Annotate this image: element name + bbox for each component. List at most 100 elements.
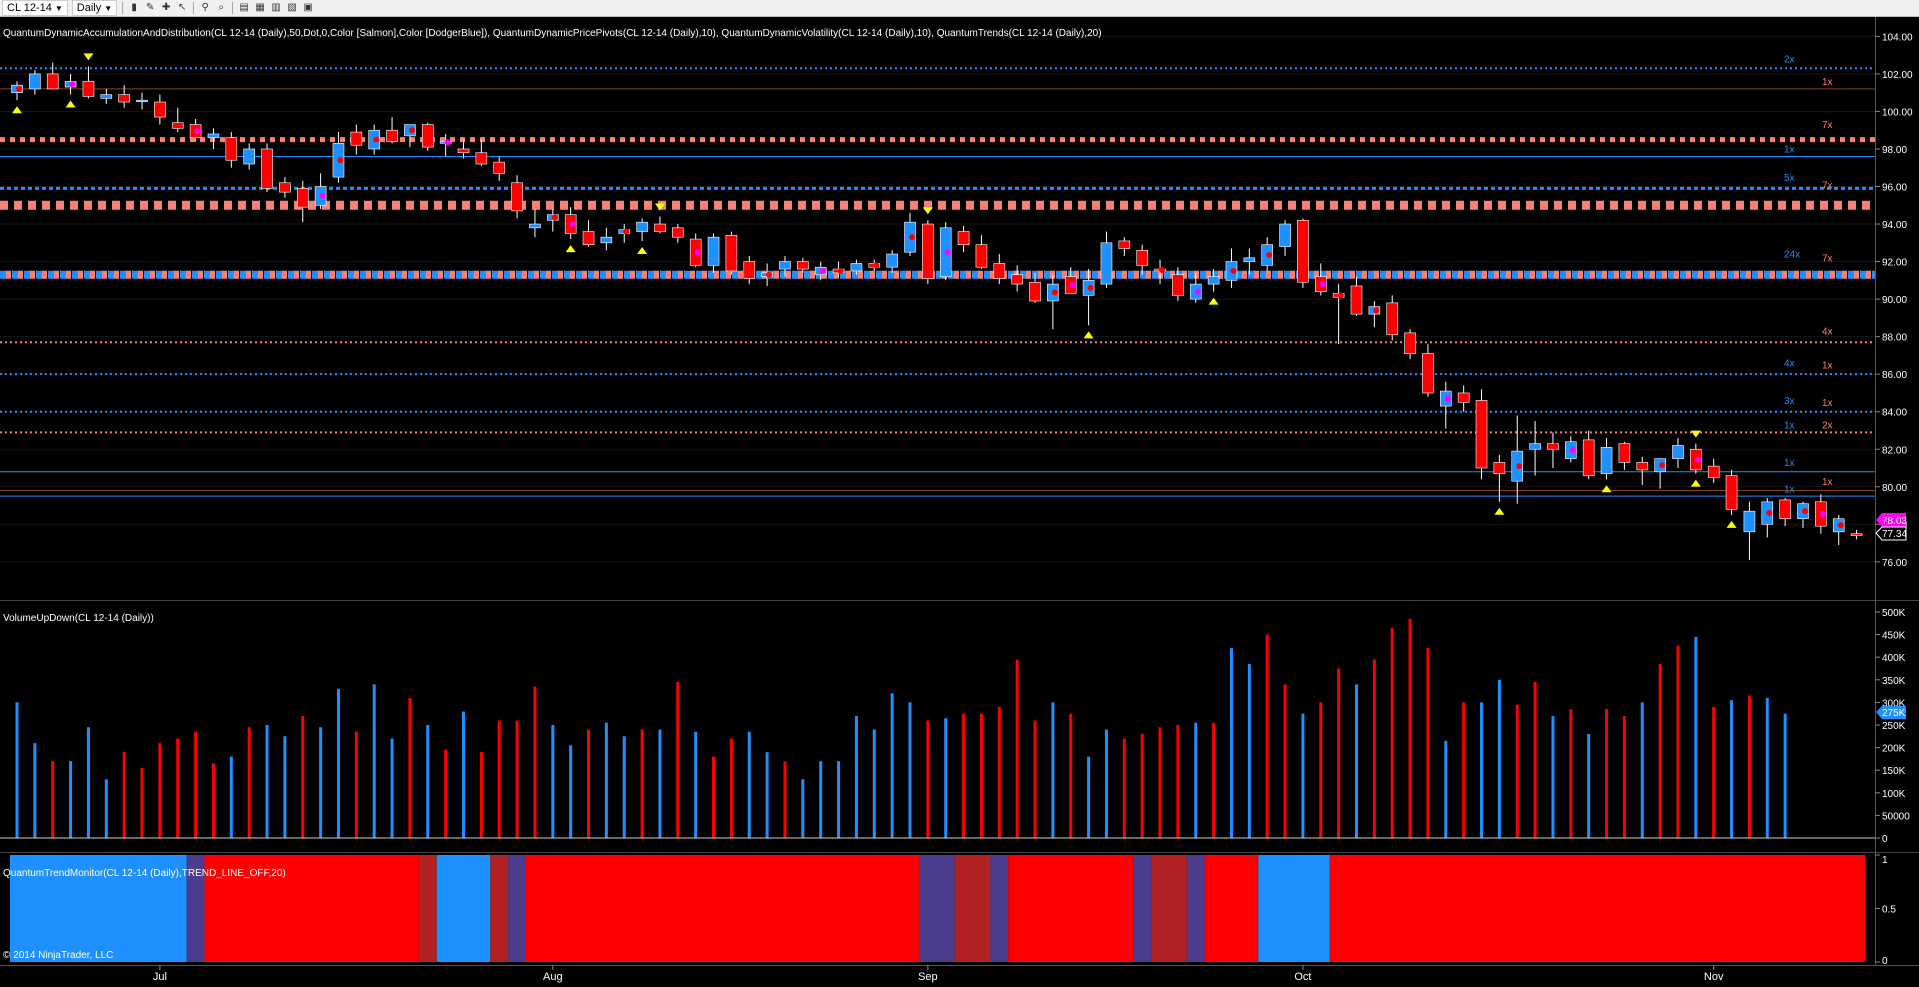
price-level-label: 24x: [1784, 250, 1800, 261]
trend-segment: [418, 855, 437, 962]
candle-body: [1779, 499, 1791, 519]
instrument-selector[interactable]: CL 12-14 ▼: [2, 0, 68, 16]
price-tick-label: 82.00: [1882, 445, 1907, 456]
volume-tick-label: 250K: [1882, 721, 1906, 732]
price-axis: 104.00 102.00 100.00 98.00 96.00 94.00 92.00 90…: [1875, 32, 1913, 569]
volatility-dot: [1123, 241, 1130, 248]
bar-chart-icon[interactable]: ▮: [131, 2, 137, 13]
candle-body: [207, 133, 220, 139]
volatility-dot: [1194, 288, 1201, 295]
candle-body: [600, 236, 613, 244]
price-level-label: 1x: [1822, 77, 1833, 88]
last-price-label: 77.34: [1882, 529, 1907, 540]
volatility-dot: [1659, 462, 1666, 469]
price-levels: 2x 1x 7x 1x 5x 7x 24x 7x 4x 4x 1x 3x 1x 1x 2x 1x 1x 1x: [0, 55, 1875, 497]
price-tick-label: 80.00: [1882, 483, 1907, 494]
candle-body: [850, 263, 863, 272]
volatility-dot: [980, 252, 987, 259]
volatility-dot: [730, 250, 737, 257]
volatility-dot: [266, 165, 273, 172]
volatility-dot: [516, 193, 523, 200]
trend-segment: [1204, 855, 1259, 962]
trend-segment: [1151, 855, 1187, 962]
volatility-dot: [1551, 443, 1558, 450]
last-price-tag: 77.34: [1875, 526, 1907, 541]
price-level-label: 2x: [1822, 420, 1833, 431]
properties-icon[interactable]: ▣: [303, 2, 313, 13]
candle-body: [886, 253, 898, 268]
volume-tick-label: 100K: [1882, 789, 1906, 800]
volatility-dot: [1409, 340, 1416, 347]
price-level-label: 3x: [1784, 396, 1795, 407]
candle-body: [707, 236, 720, 266]
chart-style-icon[interactable]: ▤: [239, 2, 249, 13]
candle-body: [136, 99, 148, 102]
price-level-label: 7x: [1822, 120, 1833, 131]
candle-body: [1136, 250, 1148, 266]
candle-body: [1707, 465, 1720, 478]
volatility-dot: [1480, 431, 1487, 438]
price-level-label: 4x: [1784, 359, 1795, 370]
candle-body: [29, 73, 41, 90]
price-level-label: 1x: [1822, 398, 1833, 409]
candle-body: [1850, 533, 1863, 536]
volatility-dot: [551, 214, 558, 221]
x-tick-label: Aug: [543, 971, 563, 983]
price-level-label: 1x: [1784, 484, 1795, 495]
trend-segment: [436, 855, 491, 962]
pivot-low-marker: [1083, 331, 1094, 339]
price-level-label: 1x: [1784, 145, 1795, 156]
pivot-low-marker: [565, 245, 576, 253]
volume-panel-title: VolumeUpDown(CL 12-14 (Daily)): [3, 613, 154, 624]
indicators-icon[interactable]: ▥: [271, 2, 281, 13]
candle-body: [1029, 281, 1041, 302]
price-tick-label: 86.00: [1882, 370, 1907, 381]
trend-segment: [990, 855, 1009, 962]
volatility-dot: [1337, 292, 1344, 299]
candle-body: [1493, 462, 1506, 474]
pivot-high-marker: [654, 203, 665, 211]
trend-segment: [526, 855, 919, 962]
volatility-dot: [123, 95, 130, 102]
volatility-dot: [1766, 510, 1773, 517]
strategies-icon[interactable]: ▧: [287, 2, 297, 13]
search-icon[interactable]: ⌕: [218, 2, 224, 13]
trend-segment: [204, 855, 419, 962]
candle-body: [1350, 285, 1363, 315]
trend-tick-label: 1: [1882, 855, 1888, 866]
volatility-dot: [1319, 281, 1326, 288]
volatility-dot: [1159, 267, 1166, 274]
candle-body: [100, 94, 113, 99]
cursor-icon[interactable]: ↖: [177, 2, 187, 13]
pivot-low-marker: [637, 246, 648, 254]
pivot-low-marker: [65, 100, 76, 108]
trend-segment: [918, 855, 955, 962]
pencil-icon[interactable]: ✎: [145, 2, 155, 13]
zoom-icon[interactable]: ⚲: [201, 2, 209, 13]
copyright-text: © 2014 NinjaTrader, LLC: [3, 950, 113, 961]
price-level-label: 5x: [1784, 173, 1795, 184]
data-series-icon[interactable]: ▦: [255, 2, 265, 13]
interval-selector[interactable]: Daily ▼: [71, 0, 118, 16]
last-price-tag-magenta: 78.03: [1876, 513, 1907, 527]
volatility-dot: [230, 145, 237, 152]
toolbar-divider: [232, 2, 234, 14]
crosshair-icon[interactable]: ✚: [161, 2, 171, 13]
volatility-dot: [819, 267, 826, 274]
price-tick-label: 102.00: [1882, 70, 1913, 81]
pivot-low-marker: [1494, 507, 1505, 515]
instrument-label: CL 12-14: [7, 2, 52, 14]
volatility-dot: [444, 139, 451, 146]
price-tick-label: 100.00: [1882, 107, 1913, 118]
volatility-dot: [1623, 450, 1630, 457]
x-tick-label: Oct: [1294, 971, 1311, 983]
volatility-dot: [51, 78, 58, 85]
volatility-dot: [69, 81, 76, 88]
trend-segment: [1133, 855, 1152, 962]
volatility-dot: [694, 249, 701, 256]
candle-body: [957, 231, 970, 245]
last-volume-tag: 275K: [1876, 706, 1906, 719]
candle-body: [1279, 223, 1291, 247]
price-tick-label: 92.00: [1882, 258, 1907, 269]
